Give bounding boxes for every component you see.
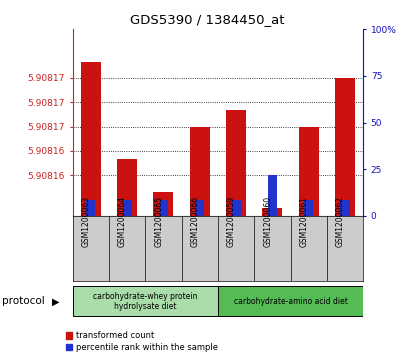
Text: GSM1200066: GSM1200066 [191, 196, 200, 247]
FancyBboxPatch shape [218, 286, 363, 316]
Text: GSM1200064: GSM1200064 [118, 196, 127, 247]
Bar [226, 110, 246, 216]
Bar [122, 200, 132, 216]
Bar [117, 159, 137, 216]
Bar [340, 200, 349, 216]
Bar [335, 78, 355, 216]
Bar [232, 200, 241, 216]
Text: GDS5390 / 1384450_at: GDS5390 / 1384450_at [130, 13, 285, 26]
Text: carbohydrate-whey protein
hydrolysate diet: carbohydrate-whey protein hydrolysate di… [93, 291, 198, 311]
Bar [304, 200, 313, 216]
Bar [299, 127, 319, 216]
Bar [86, 200, 95, 216]
Bar [262, 208, 282, 216]
Text: ▶: ▶ [52, 296, 60, 306]
Legend: transformed count, percentile rank within the sample: transformed count, percentile rank withi… [62, 328, 221, 355]
Bar [190, 127, 210, 216]
Text: GSM1200065: GSM1200065 [154, 196, 164, 247]
Text: GSM1200061: GSM1200061 [300, 196, 309, 247]
Bar [154, 192, 173, 216]
Text: protocol: protocol [2, 296, 45, 306]
Bar [268, 175, 277, 216]
Text: GSM1200059: GSM1200059 [227, 196, 236, 247]
Text: GSM1200060: GSM1200060 [264, 196, 272, 247]
Bar [81, 62, 101, 216]
Text: GSM1200063: GSM1200063 [82, 196, 91, 247]
Bar [159, 200, 168, 216]
Text: carbohydrate-amino acid diet: carbohydrate-amino acid diet [234, 297, 347, 306]
Bar [195, 200, 204, 216]
FancyBboxPatch shape [73, 286, 218, 316]
Text: GSM1200062: GSM1200062 [336, 196, 345, 247]
